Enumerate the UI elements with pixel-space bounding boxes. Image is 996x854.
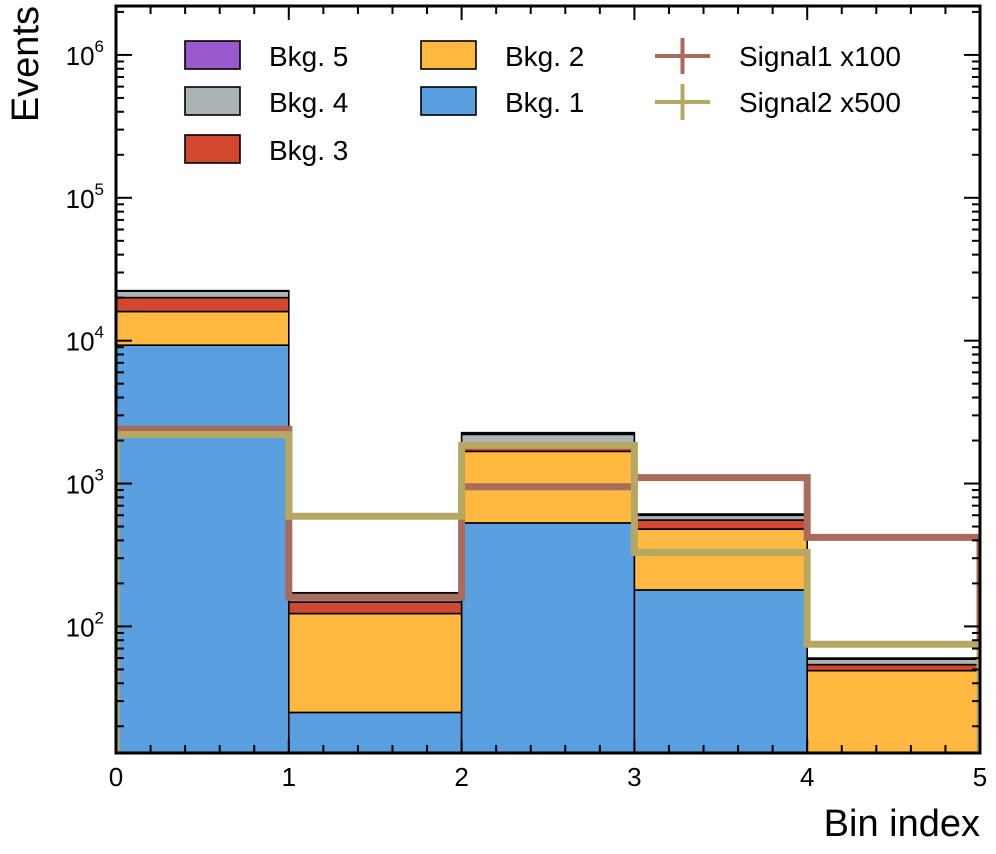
signal-lines (116, 425, 980, 753)
bar-bkg-5-bin-0 (116, 289, 290, 292)
y-tick-label: 104 (66, 323, 104, 357)
x-tick-label: 2 (454, 762, 468, 792)
bar-bkg-2-bin-3 (633, 528, 809, 591)
x-tick-label: 3 (627, 762, 641, 792)
x-tick-label: 4 (800, 762, 814, 792)
x-tick-label: 5 (973, 762, 987, 792)
signal-line-signal2-x500 (116, 431, 980, 753)
bar-bkg-2-bin-4 (806, 669, 980, 753)
bar-bkg-1-bin-0 (116, 344, 290, 753)
legend-label-bkg-3: Bkg. 3 (269, 135, 348, 166)
bar-bkg-4-bin-0 (116, 290, 290, 299)
bar-bkg-3-bin-1 (287, 601, 463, 615)
bar-bkg-5-bin-3 (633, 513, 809, 517)
y-tick-label: 106 (66, 37, 104, 71)
legend-swatch-bkg-2 (420, 40, 477, 70)
bar-bkg-2-bin-0 (116, 310, 290, 346)
y-tick-label: 102 (66, 608, 104, 642)
legend: Bkg. 5 Bkg. 4 Bkg. 3 Bkg. 2 Bkg. 1 Signal1 x1… (184, 38, 901, 166)
bar-bkg-1-bin-1 (287, 711, 463, 753)
x-tick-labels: 0 1 2 3 4 5 (109, 762, 987, 792)
legend-label-bkg-4: Bkg. 4 (269, 87, 348, 118)
bar-bkg-5-bin-2 (460, 431, 636, 436)
y-tick-labels: 102 103 104 105 106 (66, 37, 104, 642)
y-axis-title: Events (5, 6, 47, 122)
bar-bkg-3-bin-4 (806, 663, 980, 672)
bar-bkg-1-bin-3 (633, 589, 809, 753)
y-tick-label: 103 (66, 466, 104, 500)
bar-bkg-2-bin-1 (287, 612, 463, 714)
legend-label-signal1-x100: Signal1 x100 (739, 41, 901, 72)
legend-label-bkg-2: Bkg. 2 (505, 41, 584, 72)
legend-label-bkg-5: Bkg. 5 (269, 41, 348, 72)
x-tick-label: 1 (282, 762, 296, 792)
bar-bkg-5-bin-4 (806, 657, 980, 660)
legend-swatch-bkg-5 (184, 40, 241, 70)
y-tick-label: 105 (66, 180, 104, 214)
x-axis-title: Bin index (824, 803, 980, 845)
signal-line-signal1-x100 (116, 425, 980, 753)
legend-swatch-bkg-3 (184, 134, 241, 164)
bar-bkg-3-bin-3 (633, 519, 809, 530)
x-tick-label: 0 (109, 762, 123, 792)
bar-bkg-3-bin-0 (116, 296, 290, 313)
legend-label-signal2-x500: Signal2 x500 (739, 87, 901, 118)
bar-bkg-4-bin-4 (806, 658, 980, 666)
plot-frame (114, 4, 982, 755)
legend-swatch-bkg-4 (184, 86, 241, 116)
legend-label-bkg-1: Bkg. 1 (505, 87, 584, 118)
legend-swatch-bkg-1 (420, 86, 477, 116)
bar-bkg-1-bin-2 (460, 522, 636, 753)
